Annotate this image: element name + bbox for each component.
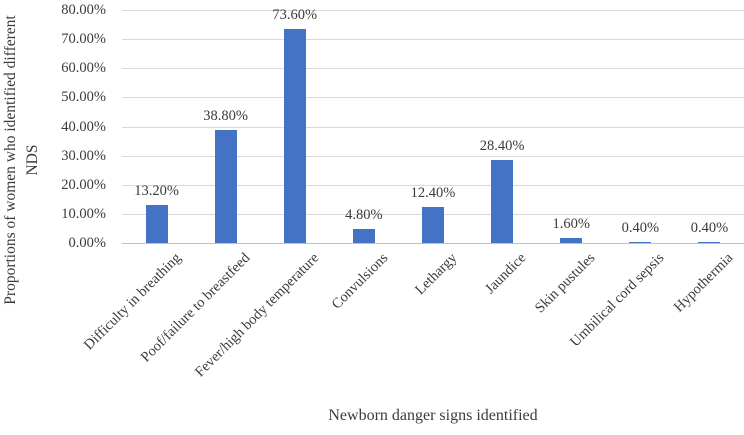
gridline xyxy=(122,126,744,128)
bar xyxy=(422,206,444,243)
bar-value-label: 13.20% xyxy=(134,182,179,199)
bar xyxy=(698,241,721,243)
gridline xyxy=(122,10,744,11)
gridline xyxy=(122,155,744,157)
gridline xyxy=(122,68,744,70)
gridline xyxy=(122,97,744,99)
y-tick-label: 20.00% xyxy=(61,176,106,193)
bar-value-label: 38.80% xyxy=(203,108,249,124)
bar xyxy=(629,241,652,243)
y-tick-label: 70.00% xyxy=(61,31,106,48)
y-tick-label: 0.00% xyxy=(68,235,106,251)
y-axis-title: Proportions of women who identified diff… xyxy=(0,0,46,336)
gridline xyxy=(122,184,744,186)
x-axis-title: Newborn danger signs identified xyxy=(328,407,538,424)
y-tick-label: 10.00% xyxy=(61,205,106,222)
bar xyxy=(352,229,375,243)
bar-value-label: 4.80% xyxy=(345,207,383,224)
y-tick-label: 60.00% xyxy=(61,60,106,77)
bar xyxy=(491,160,514,243)
bar-value-label: 1.60% xyxy=(552,216,590,233)
y-axis-title-line1: Proportions of women who identified diff… xyxy=(2,15,19,305)
y-tick-label: 30.00% xyxy=(61,147,106,164)
y-tick-label: 80.00% xyxy=(61,2,106,18)
plot-area: 13.20% 38.80% 73.60% 4.80% 12.40% 28.40% 1.60%… xyxy=(122,6,744,244)
bar-value-label: 12.40% xyxy=(410,184,456,201)
bar-value-label: 0.40% xyxy=(690,219,729,236)
y-tick-label: 50.00% xyxy=(61,89,106,106)
y-axis-title-line2: NDS xyxy=(24,144,41,176)
bar-value-label: 73.60% xyxy=(272,6,318,23)
bar xyxy=(214,130,237,243)
bar xyxy=(283,28,306,243)
bar-value-label: 28.40% xyxy=(479,138,525,155)
x-axis-tick-labels: Difficulty in breathing Poof/failure to b… xyxy=(80,244,744,394)
bar-value-label: 0.40% xyxy=(621,219,660,236)
bar xyxy=(145,204,168,243)
gridline xyxy=(122,39,744,41)
bar xyxy=(560,238,583,243)
y-tick-label: 40.00% xyxy=(61,118,106,135)
